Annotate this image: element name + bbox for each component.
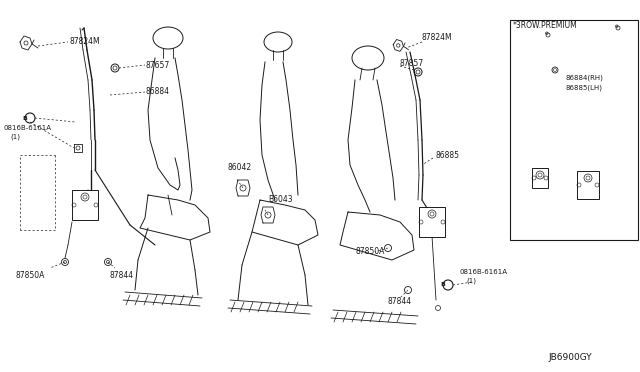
Text: 87657: 87657 (146, 61, 170, 70)
Ellipse shape (153, 27, 183, 49)
Text: 86885(LH): 86885(LH) (565, 85, 602, 91)
Text: 86885: 86885 (435, 151, 459, 160)
Text: B6043: B6043 (268, 196, 292, 205)
Text: JB6900GY: JB6900GY (548, 353, 592, 362)
Bar (532, 168, 548, 188)
Bar (72, 190, 98, 220)
Text: 87824M: 87824M (69, 38, 100, 46)
Text: 86884(RH): 86884(RH) (565, 75, 603, 81)
Ellipse shape (352, 46, 384, 70)
Text: 0816B-6161A: 0816B-6161A (4, 125, 52, 131)
Text: 86884: 86884 (146, 87, 170, 96)
Text: B: B (22, 115, 28, 121)
Bar (510, 20, 638, 240)
Bar (419, 207, 445, 237)
Text: *3ROW.PREMIUM: *3ROW.PREMIUM (513, 22, 578, 31)
Text: 87844: 87844 (388, 298, 412, 307)
Text: 86042: 86042 (228, 164, 252, 173)
Text: 87857: 87857 (400, 58, 424, 67)
Text: 87824M: 87824M (422, 33, 452, 42)
Text: 0816B-6161A: 0816B-6161A (460, 269, 508, 275)
Text: 87844: 87844 (110, 270, 134, 279)
Text: 87850A: 87850A (15, 270, 44, 279)
Text: 87850A: 87850A (355, 247, 385, 257)
Text: B: B (440, 282, 445, 288)
Text: (1): (1) (466, 278, 476, 284)
Bar (577, 171, 599, 199)
Ellipse shape (264, 32, 292, 52)
Text: (1): (1) (10, 134, 20, 140)
